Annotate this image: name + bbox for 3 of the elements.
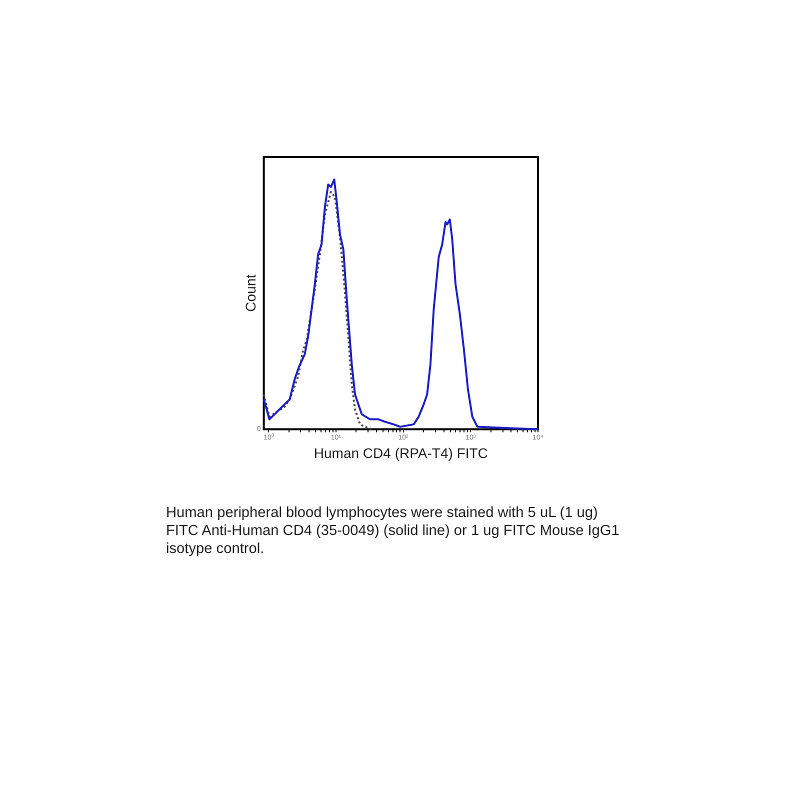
text: Human peripheral blood lymphocytes were stained with 5 uL (1 ug) FITC Anti-Human CD4 (35-0049) (solid line) or 1 ug FITC Mouse IgG1 isotype control. <box>166 504 620 558</box>
y-axis-title: Count <box>242 274 258 312</box>
x-axis-title: Human CD4 (RPA-T4) FITC <box>314 444 488 461</box>
